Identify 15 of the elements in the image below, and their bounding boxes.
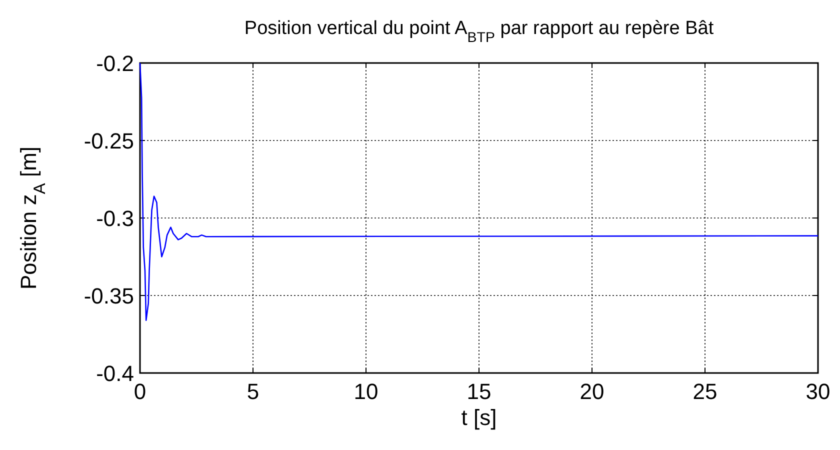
chart-title: Position vertical du point A$_{BTP}$ par rapport au repère Bât <box>244 18 714 46</box>
y-tick-label: -0.4 <box>96 361 134 386</box>
x-tick-label: 10 <box>354 379 378 404</box>
x-tick-label: 20 <box>580 379 604 404</box>
y-tick-label: -0.35 <box>84 284 134 308</box>
y-tick-label: -0.25 <box>84 128 134 154</box>
x-tick-label: 30 <box>806 379 830 404</box>
x-tick-label: 5 <box>246 379 260 404</box>
y-tick-label: -0.2 <box>96 51 134 76</box>
x-axis-title: t [s] <box>461 405 497 430</box>
x-tick-label: 25 <box>692 379 718 404</box>
x-tick-label: 15 <box>466 379 492 404</box>
y-tick-label: -0.3 <box>96 206 134 231</box>
x-tick-label: 0 <box>134 379 146 404</box>
line-series <box>139 62 819 321</box>
